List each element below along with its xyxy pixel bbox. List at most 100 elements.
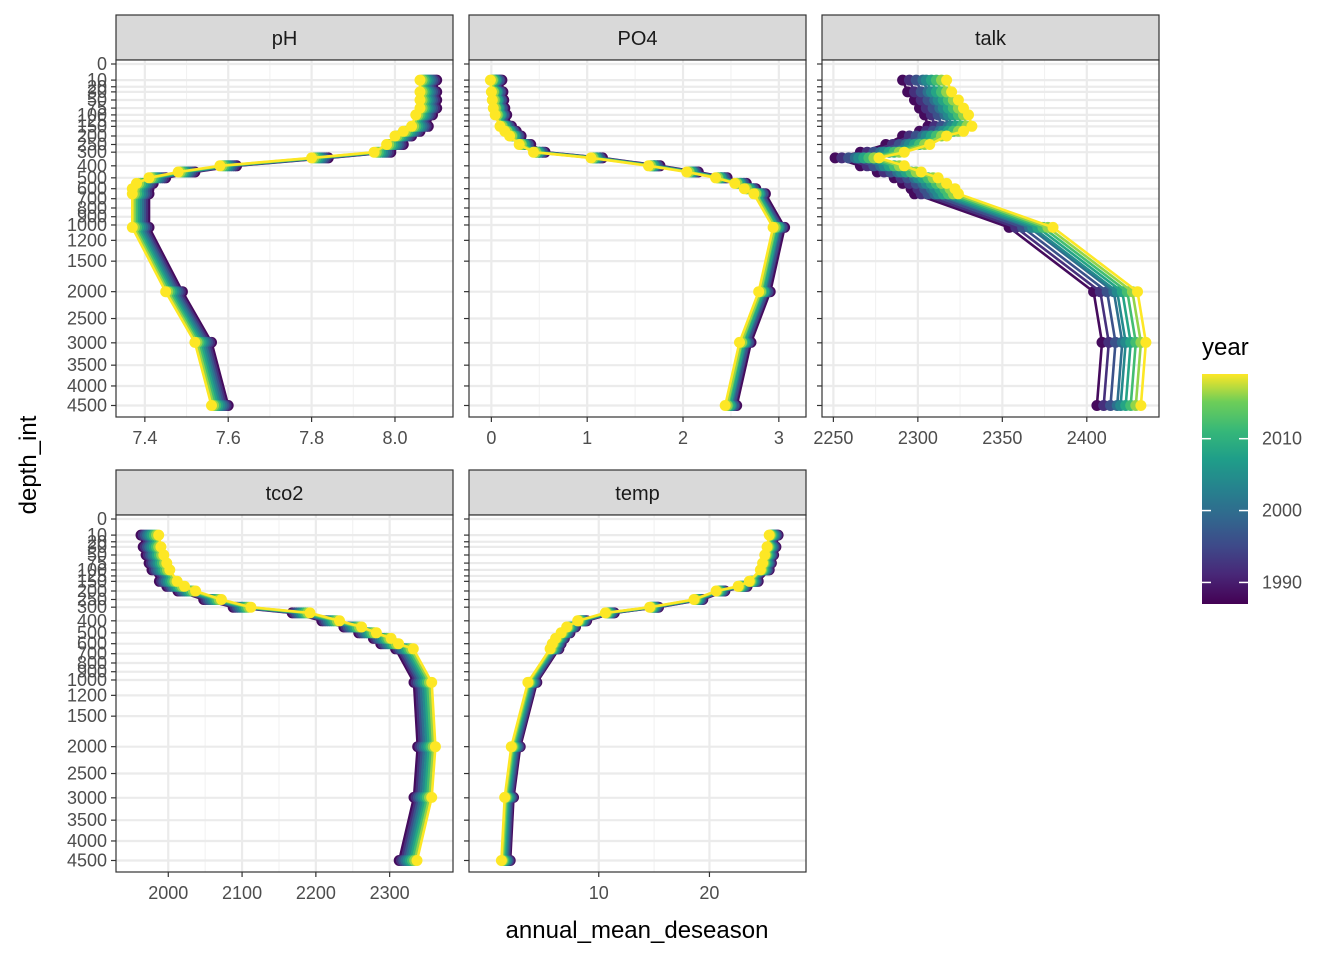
- y-tick-label: 200: [77, 126, 107, 146]
- y-tick-label: 4000: [67, 376, 107, 396]
- y-tick-label: 75: [87, 98, 107, 118]
- data-point: [763, 529, 775, 541]
- y-tick-label: 1200: [67, 230, 107, 250]
- y-tick-label: 150: [77, 116, 107, 136]
- x-tick-label: 0: [486, 428, 496, 448]
- strip-label-pH: pH: [272, 28, 298, 50]
- data-point: [153, 529, 165, 541]
- data-point: [688, 594, 700, 605]
- y-tick-label: 1500: [67, 706, 107, 726]
- x-tick-label: 2000: [148, 883, 188, 903]
- y-tick-label: 500: [77, 623, 107, 643]
- data-point: [544, 643, 556, 655]
- data-point: [719, 400, 731, 411]
- data-point: [368, 146, 380, 158]
- data-point: [932, 172, 944, 184]
- data-point: [504, 130, 516, 142]
- x-tick-label: 2300: [370, 883, 410, 903]
- y-tick-label: 125: [77, 111, 107, 131]
- panel-PO4: PO4 0 1 2 3: [464, 14, 807, 448]
- y-tick-label: 1000: [67, 670, 107, 690]
- data-point: [754, 564, 766, 576]
- y-tick-label: 300: [77, 597, 107, 617]
- data-point: [215, 594, 227, 605]
- x-tick-label: 2200: [296, 883, 336, 903]
- y-tick-label: 100: [77, 560, 107, 580]
- data-point: [952, 94, 964, 106]
- data-point: [767, 221, 779, 233]
- y-tick-label: 600: [77, 179, 107, 199]
- data-point: [143, 172, 155, 184]
- strip-label-tco2: tco2: [266, 483, 304, 505]
- y-tick-label: 50: [87, 545, 107, 565]
- legend-colorbar: [1202, 374, 1248, 604]
- data-point: [941, 130, 953, 142]
- strip-tco2: [115, 469, 454, 516]
- panel-talk: talk 2250 2300 2350 2400: [813, 14, 1160, 448]
- data-point: [941, 74, 953, 86]
- year-legend: year 1990 2000 2010: [1202, 334, 1302, 604]
- y-tick-label: 30: [87, 537, 107, 557]
- data-point: [643, 160, 654, 172]
- y-tick-label: 500: [77, 168, 107, 188]
- data-point: [513, 139, 525, 150]
- data-point: [1140, 336, 1152, 348]
- y-tick-label: 150: [77, 571, 107, 591]
- y-tick-label: 700: [77, 189, 107, 209]
- data-point: [710, 585, 722, 597]
- x-tick-label: 2350: [982, 428, 1022, 448]
- panel-border: [115, 514, 454, 873]
- data-point: [306, 152, 318, 164]
- y-tick-label: 100: [77, 105, 107, 125]
- y-tick-label: 400: [77, 156, 107, 176]
- data-point: [572, 615, 584, 627]
- data-point: [898, 146, 910, 158]
- x-tick-label: 1: [582, 428, 592, 448]
- data-point: [164, 564, 176, 576]
- y-tick-label: 10: [87, 525, 107, 545]
- data-point: [426, 791, 438, 803]
- y-tick-label: 2500: [67, 764, 107, 784]
- data-point: [426, 676, 438, 688]
- y-tick-label: 3500: [67, 355, 107, 375]
- data-point: [189, 336, 201, 348]
- y-tick-label: 300: [77, 142, 107, 162]
- x-tick-label: 2100: [222, 883, 262, 903]
- x-tick-label: 2300: [898, 428, 938, 448]
- data-point: [1135, 400, 1147, 411]
- x-tick-label: 8.0: [382, 428, 407, 448]
- data-point: [484, 74, 496, 86]
- y-tick-label: 1000: [67, 215, 107, 235]
- data-point: [206, 400, 217, 411]
- data-point: [414, 86, 426, 98]
- data-point: [407, 643, 419, 655]
- data-point: [429, 741, 441, 753]
- strip-label-PO4: PO4: [617, 28, 657, 50]
- panel-border: [821, 59, 1160, 418]
- data-point: [410, 109, 422, 121]
- data-point: [738, 183, 750, 195]
- y-tick-label: 900: [77, 207, 107, 227]
- data-point: [946, 86, 958, 98]
- data-point: [732, 580, 744, 592]
- data-point: [381, 139, 393, 150]
- x-tick-label: 7.6: [216, 428, 241, 448]
- y-tick-label: 250: [77, 589, 107, 609]
- y-tick-label: 20: [87, 77, 107, 97]
- y-tick-label: 0: [97, 509, 107, 529]
- x-tick-label: 2250: [813, 428, 853, 448]
- data-point: [411, 855, 423, 866]
- legend-tick-label: 2010: [1262, 429, 1302, 449]
- y-tick-label: 30: [87, 82, 107, 102]
- data-point: [489, 109, 501, 121]
- y-tick-label: 2000: [67, 737, 107, 757]
- panels-layer: pH7.4 7.6 7.8 8.001020305075100125150200250…: [67, 14, 1160, 903]
- y-axis-title: depth_int: [15, 415, 42, 514]
- strip-PO4: [468, 14, 807, 61]
- strip-label-temp: temp: [615, 483, 659, 505]
- data-point: [729, 177, 741, 189]
- panel-border: [468, 59, 807, 418]
- data-point: [734, 336, 745, 348]
- panel-background: [822, 60, 1159, 417]
- legend-tick-label: 2000: [1262, 501, 1302, 521]
